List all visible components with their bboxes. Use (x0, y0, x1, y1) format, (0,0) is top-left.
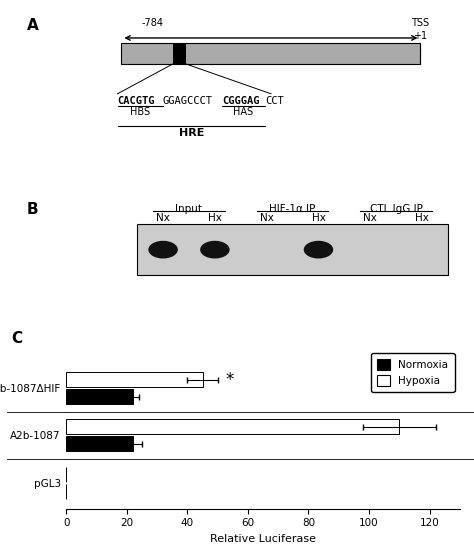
Text: C: C (11, 331, 22, 346)
Text: CCT: CCT (265, 96, 284, 106)
Text: *: * (225, 371, 234, 389)
Text: B: B (27, 202, 39, 217)
Text: A: A (27, 18, 39, 33)
Text: GGAGCCCT: GGAGCCCT (163, 96, 213, 106)
Text: CGGGAG: CGGGAG (222, 96, 259, 106)
Text: HBS: HBS (130, 107, 150, 117)
Bar (121, 43, 420, 64)
Text: -784: -784 (142, 18, 164, 28)
Legend: Normoxia, Hypoxia: Normoxia, Hypoxia (371, 353, 455, 393)
Text: Nx: Nx (156, 213, 170, 223)
Text: Nx: Nx (364, 213, 377, 223)
Text: HRE: HRE (179, 128, 204, 138)
Text: Nx: Nx (260, 213, 273, 223)
Text: +1: +1 (413, 31, 428, 41)
Text: Hx: Hx (311, 213, 326, 223)
Ellipse shape (304, 241, 333, 258)
Text: Hx: Hx (415, 213, 429, 223)
Text: HAS: HAS (233, 107, 254, 117)
Bar (137, 224, 448, 275)
X-axis label: Relative Luciferase: Relative Luciferase (210, 534, 316, 544)
Ellipse shape (148, 241, 178, 258)
Text: HIF-1α IP: HIF-1α IP (269, 204, 316, 214)
Ellipse shape (200, 241, 229, 258)
Bar (66, 389, 133, 404)
Text: Input: Input (175, 204, 202, 214)
Bar (66, 372, 202, 387)
Bar (66, 436, 133, 451)
Text: CACGTG: CACGTG (118, 96, 155, 106)
Bar (173, 43, 186, 64)
Text: TSS: TSS (411, 18, 429, 28)
Text: Hx: Hx (208, 213, 222, 223)
Bar (66, 419, 399, 435)
Text: CTL IgG IP: CTL IgG IP (370, 204, 423, 214)
